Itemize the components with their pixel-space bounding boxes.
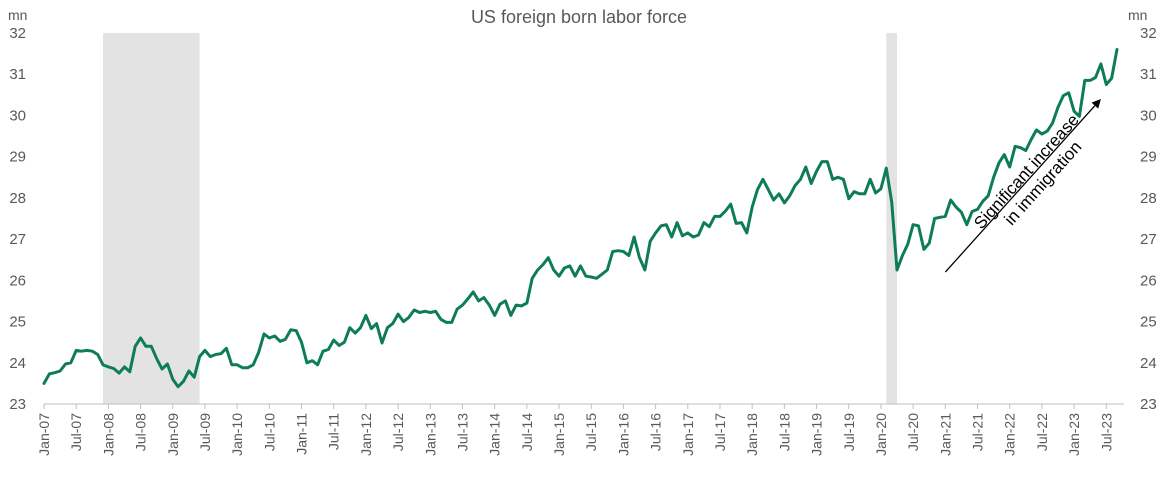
x-tick-label-Jul-15: Jul-15 [583,413,599,451]
annotation-arrow [944,105,1096,273]
x-tick-label-Jan-23: Jan-23 [1066,413,1082,456]
x-tick-label-Jul-19: Jul-19 [841,413,857,451]
x-tick-label-Jan-14: Jan-14 [487,413,503,456]
x-tick-label-Jul-20: Jul-20 [905,413,921,451]
x-tick-label-Jan-09: Jan-09 [165,413,181,456]
x-tick-label-Jul-07: Jul-07 [68,413,84,451]
x-tick-label-Jan-16: Jan-16 [615,413,631,456]
x-tick-label-Jul-21: Jul-21 [970,413,986,451]
x-tick-label-Jan-12: Jan-12 [358,413,374,456]
annotation-arrowhead [1091,98,1101,109]
y-tick-left-32: 32 [9,25,26,42]
x-tick-label-Jan-13: Jan-13 [422,413,438,456]
annotation-text: Significant increase in immigration [970,107,1101,246]
x-tick-label-Jan-20: Jan-20 [873,413,889,456]
y-axis-right-labels: 23 24 25 26 27 28 29 30 31 32 [1140,25,1157,413]
series-line-labor-force [42,48,1119,389]
y-tick-left-25: 25 [9,314,26,331]
x-tick-label-Jan-11: Jan-11 [294,413,310,455]
y-tick-left-28: 28 [9,190,26,207]
x-tick-label-Jul-12: Jul-12 [390,413,406,451]
x-tick-label-Jul-08: Jul-08 [133,413,149,451]
x-tick-label-Jul-18: Jul-18 [776,413,792,451]
y-tick-left-29: 29 [9,149,26,166]
y-tick-right-30: 30 [1140,107,1157,124]
x-tick-label-Jul-11: Jul-11 [326,413,342,450]
y-tick-left-24: 24 [9,355,26,372]
x-tick-label-Jan-22: Jan-22 [1002,413,1018,456]
x-tick-label-Jul-13: Jul-13 [454,413,470,451]
recession-shading-layer [103,33,898,404]
y-tick-right-31: 31 [1140,66,1157,83]
x-tick-label-Jan-17: Jan-17 [680,413,696,456]
x-tick-label-Jul-16: Jul-16 [648,413,664,451]
x-tick-label-Jul-10: Jul-10 [261,413,277,451]
y-unit-right: mn [1128,7,1147,23]
y-tick-right-28: 28 [1140,190,1157,207]
recession-band-1 [103,33,200,404]
x-tick-label-Jul-09: Jul-09 [197,413,213,451]
annotation: Significant increase in immigration [944,98,1101,273]
x-tick-label-Jan-08: Jan-08 [100,413,116,456]
y-unit-left: mn [8,7,27,23]
y-tick-left-23: 23 [9,396,26,413]
x-tick-label-Jan-15: Jan-15 [551,413,567,456]
y-tick-left-27: 27 [9,231,26,248]
x-tick-label-Jan-19: Jan-19 [809,413,825,456]
x-axis-ticks: Jan-07 Jul-07 Jan-08 Jul-08 Jan-09 Jul-09 Jan-… [36,404,1114,456]
y-tick-right-23: 23 [1140,396,1157,413]
y-tick-right-26: 26 [1140,272,1157,289]
x-tick-label-Jul-17: Jul-17 [712,413,728,451]
y-tick-right-27: 27 [1140,231,1157,248]
y-tick-right-29: 29 [1140,149,1157,166]
x-tick-label-Jan-10: Jan-10 [229,413,245,456]
y-tick-right-24: 24 [1140,355,1157,372]
y-tick-left-26: 26 [9,272,26,289]
x-tick-label-Jul-14: Jul-14 [519,413,535,451]
y-tick-left-31: 31 [9,66,26,83]
y-tick-left-30: 30 [9,107,26,124]
x-tick-label-Jul-23: Jul-23 [1098,413,1114,451]
y-tick-right-25: 25 [1140,314,1157,331]
y-axis-left-labels: 23 24 25 26 27 28 29 30 31 32 [9,25,26,413]
series-layer [42,48,1119,389]
x-tick-label-Jan-21: Jan-21 [937,413,953,456]
y-tick-right-32: 32 [1140,25,1157,42]
x-tick-label-Jan-07: Jan-07 [36,413,52,456]
x-tick-label-Jul-22: Jul-22 [1034,413,1050,451]
x-tick-label-Jan-18: Jan-18 [744,413,760,456]
chart-title: US foreign born labor force [471,7,687,27]
